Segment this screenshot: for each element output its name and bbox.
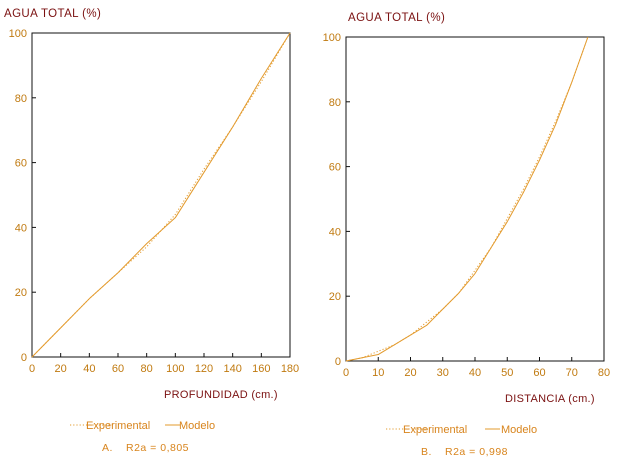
chart-a-caption-stat: R2a = 0,805 bbox=[126, 442, 189, 454]
chart-a-xtick-label: 160 bbox=[252, 363, 270, 375]
chart-a-xtick-label: 40 bbox=[83, 363, 95, 375]
chart-a-xtick-label: 0 bbox=[29, 363, 35, 375]
chart-a-xtick-label: 140 bbox=[223, 363, 241, 375]
chart-b-ytick-label: 40 bbox=[329, 226, 341, 238]
chart-b-xtick-label: 80 bbox=[598, 367, 610, 379]
chart-b-legend: Experimental Modelo bbox=[386, 424, 537, 436]
chart-a-caption-label: A. bbox=[102, 442, 113, 454]
chart-b-xtick-label: 0 bbox=[343, 367, 349, 379]
chart-b-xtick-label: 20 bbox=[404, 367, 416, 379]
chart-b-caption-label: B. bbox=[421, 446, 432, 458]
chart-a-ytick-label: 40 bbox=[15, 222, 27, 234]
legend-modelo-label: Modelo bbox=[501, 424, 537, 436]
chart-b-caption-stat: R2a = 0,998 bbox=[445, 446, 508, 458]
chart-b-xtick-label: 70 bbox=[566, 367, 578, 379]
chart-a-xtick-label: 100 bbox=[166, 363, 184, 375]
legend-modelo-label: Modelo bbox=[179, 420, 215, 432]
chart-a-xtick-label: 60 bbox=[112, 363, 124, 375]
chart-b-xlabel: DISTANCIA (cm.) bbox=[505, 393, 595, 405]
chart-a-series-modelo bbox=[31, 32, 291, 358]
legend-experimental-label: Experimental bbox=[86, 420, 150, 432]
chart-b-series-experimental bbox=[345, 36, 589, 362]
chart-a-series-experimental bbox=[31, 32, 291, 358]
chart-b-ytick-label: 80 bbox=[329, 97, 341, 109]
chart-a-legend: Experimental Modelo bbox=[70, 420, 215, 432]
chart-a-ytick-label: 20 bbox=[15, 287, 27, 299]
chart-a-xtick-label: 120 bbox=[195, 363, 213, 375]
chart-a: AGUA TOTAL (%) 0 20 40 60 80 100 120 140 160 1800… bbox=[4, 8, 299, 454]
chart-a-ylabel: AGUA TOTAL (%) bbox=[4, 8, 101, 20]
chart-a-plot-area: 0 20 40 60 80 100 120 140 160 180 0 20 40 60 80 100 bbox=[9, 28, 300, 375]
chart-a-xtick-label: 80 bbox=[141, 363, 153, 375]
chart-b-ytick-label: 60 bbox=[329, 162, 341, 174]
chart-b-plot-area: 0 10 20 30 40 50 60 70 80 0 20 40 60 80 100 bbox=[323, 32, 610, 379]
chart-b-xtick-label: 60 bbox=[533, 367, 545, 379]
chart-a-ytick-label: 80 bbox=[15, 93, 27, 105]
chart-b-xtick-label: 30 bbox=[437, 367, 449, 379]
legend-experimental-label: Experimental bbox=[403, 424, 467, 436]
chart-a-xtick-label: 20 bbox=[55, 363, 67, 375]
chart-b-ytick-label: 0 bbox=[335, 356, 341, 368]
chart-b: AGUA TOTAL (%) 0 10 20 30 40 50 60 70 80 0 20 40 60 8… bbox=[323, 12, 610, 458]
chart-a-ytick-label: 100 bbox=[9, 28, 27, 40]
chart-b-ytick-label: 100 bbox=[323, 32, 341, 44]
chart-b-xtick-label: 10 bbox=[372, 367, 384, 379]
chart-a-xlabel: PROFUNDIDAD (cm.) bbox=[164, 389, 278, 401]
chart-a-xtick-label: 180 bbox=[281, 363, 299, 375]
chart-b-xtick-label: 40 bbox=[469, 367, 481, 379]
chart-a-ytick-label: 60 bbox=[15, 158, 27, 170]
chart-a-frame bbox=[31, 32, 291, 358]
chart-b-series-modelo bbox=[345, 36, 589, 362]
chart-b-xtick-label: 50 bbox=[501, 367, 513, 379]
chart-b-frame bbox=[345, 36, 605, 362]
chart-b-ytick-label: 20 bbox=[329, 291, 341, 303]
chart-a-ytick-label: 0 bbox=[21, 352, 27, 364]
chart-b-ylabel: AGUA TOTAL (%) bbox=[348, 12, 445, 24]
